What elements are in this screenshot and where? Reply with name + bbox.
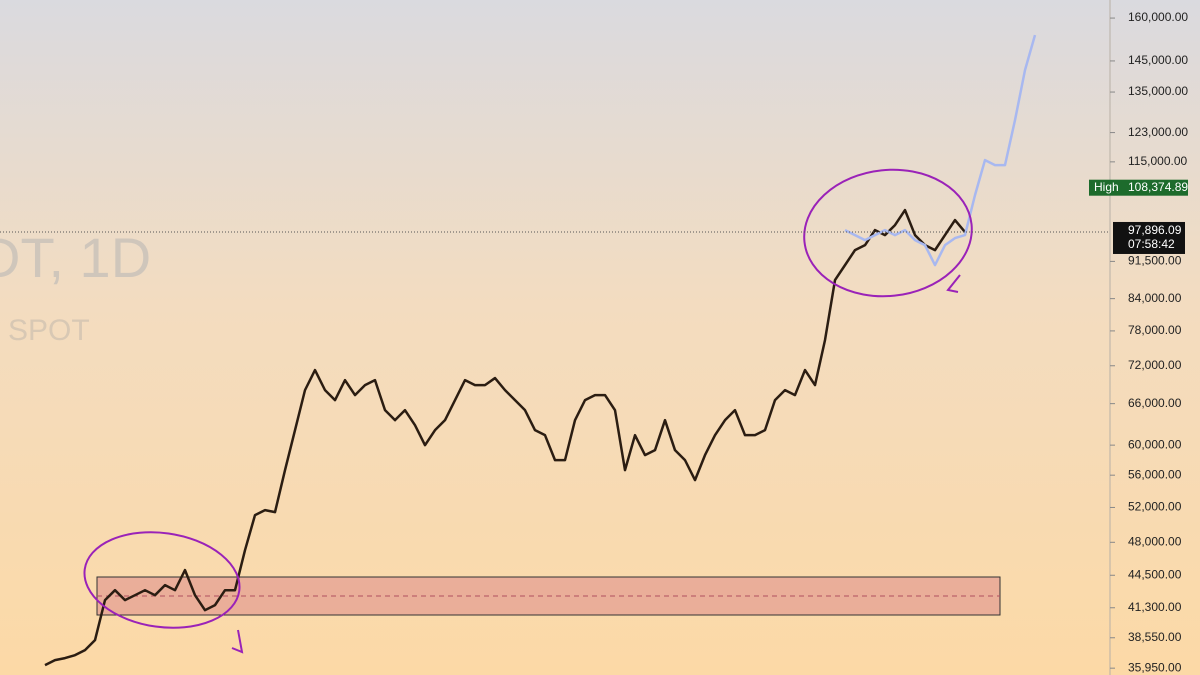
y-tick-label: 52,000.00 xyxy=(1128,500,1182,514)
plot xyxy=(44,34,1037,667)
watermark-sub: SPOT xyxy=(8,314,90,347)
price-line xyxy=(44,208,966,667)
y-tick-label: 160,000.00 xyxy=(1128,10,1188,24)
y-tick-label: 41,300.00 xyxy=(1128,600,1182,614)
high-label: High xyxy=(1094,180,1119,194)
y-tick-label: 56,000.00 xyxy=(1128,467,1182,481)
y-tick-label: 135,000.00 xyxy=(1128,84,1188,98)
y-tick-label: 115,000.00 xyxy=(1128,154,1187,168)
annotation-arrow xyxy=(231,629,244,654)
price-line xyxy=(844,34,1037,267)
y-tick-label: 78,000.00 xyxy=(1128,323,1182,337)
y-tick-label: 60,000.00 xyxy=(1128,437,1182,451)
last-price-box xyxy=(1113,221,1185,254)
y-tick-label: 84,000.00 xyxy=(1128,291,1182,305)
y-tick-label: 123,000.00 xyxy=(1128,125,1188,139)
y-tick-label: 38,550.00 xyxy=(1128,630,1182,644)
y-tick-label: 91,500.00 xyxy=(1128,254,1182,268)
countdown-label: 07:58:42 xyxy=(1128,237,1175,251)
watermark: DT, 1D xyxy=(0,226,151,289)
last-price-label: 97,896.09 xyxy=(1128,223,1182,237)
y-tick-label: 48,000.00 xyxy=(1128,534,1182,548)
annotation-circle xyxy=(83,531,241,629)
annotation-circle xyxy=(803,168,973,298)
y-tick-label: 72,000.00 xyxy=(1128,358,1182,372)
y-tick-label: 35,950.00 xyxy=(1128,660,1182,674)
y-tick-label: 44,500.00 xyxy=(1128,567,1182,581)
annotation-arrow xyxy=(946,274,961,293)
y-tick-label: 145,000.00 xyxy=(1128,53,1188,67)
y-tick-label: 66,000.00 xyxy=(1128,396,1182,410)
high-value-label: 108,374.89 xyxy=(1128,180,1188,194)
high-marker xyxy=(1089,179,1188,196)
